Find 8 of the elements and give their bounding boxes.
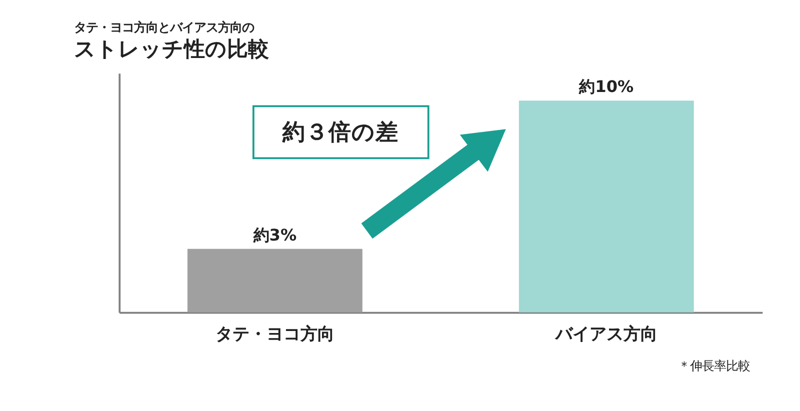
x-tick-label: バイアス方向	[554, 324, 658, 344]
data-label: 約3%	[252, 225, 297, 244]
x-tick-label: タテ・ヨコ方向	[215, 324, 334, 344]
chart-subtitle: ストレッチ性の比較	[74, 37, 270, 62]
chart-title: タテ・ヨコ方向とバイアス方向の	[74, 20, 254, 34]
text: ＊伸長率比較	[678, 359, 750, 374]
annotation: 約３倍の差	[281, 119, 398, 146]
data-label: 約10%	[578, 77, 634, 96]
